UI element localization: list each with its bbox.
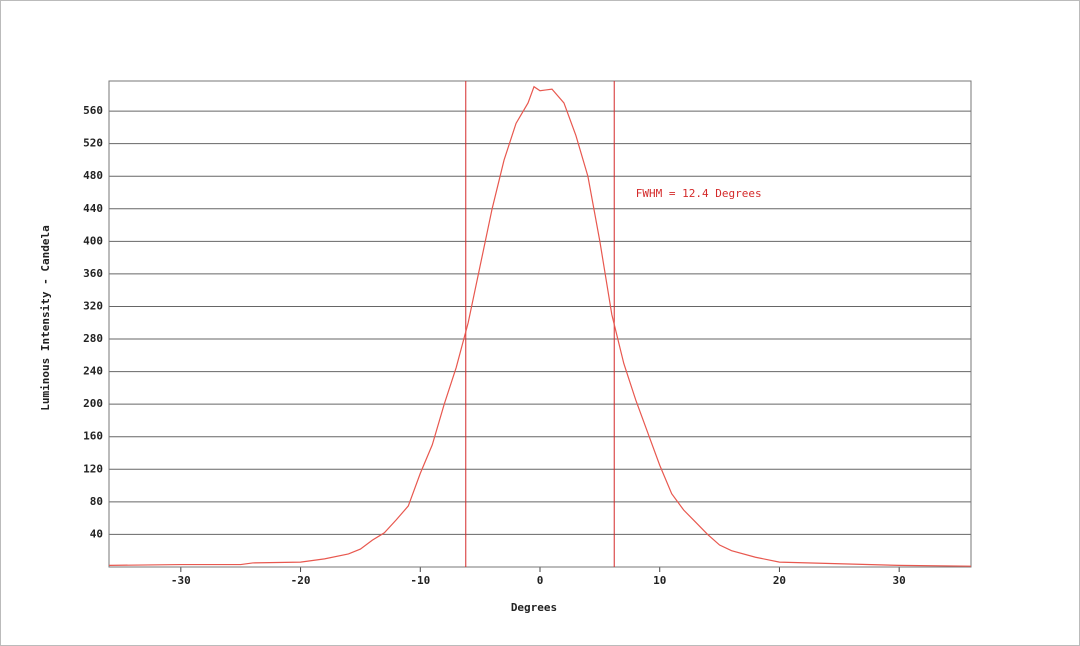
- y-tick-label: 80: [90, 495, 103, 508]
- y-tick-label: 200: [83, 397, 103, 410]
- x-tick-label: 10: [653, 574, 666, 587]
- x-tick-label: 0: [537, 574, 544, 587]
- x-tick-label: 20: [773, 574, 786, 587]
- intensity-curve: [108, 85, 972, 567]
- x-tick-label: -20: [291, 574, 311, 587]
- x-tick-label: -10: [410, 574, 430, 587]
- y-tick-label: 360: [83, 267, 103, 280]
- y-tick-label: 560: [83, 104, 103, 117]
- y-tick-label: 320: [83, 299, 103, 312]
- y-tick-label: 520: [83, 137, 103, 150]
- x-axis-label: Degrees: [511, 601, 557, 614]
- y-tick-label: 440: [83, 202, 103, 215]
- y-tick-label: 280: [83, 332, 103, 345]
- y-tick-label: 480: [83, 169, 103, 182]
- plot-frame: [108, 80, 972, 568]
- x-tick-label: -30: [171, 574, 191, 587]
- y-tick-label: 240: [83, 365, 103, 378]
- y-tick-label: 120: [83, 462, 103, 475]
- x-tick-label: 30: [893, 574, 906, 587]
- y-tick-label: 40: [90, 527, 103, 540]
- y-tick-label: 400: [83, 234, 103, 247]
- annotation: FWHM = 12.4 Degrees: [636, 187, 762, 200]
- y-axis-label: Luminous Intensity - Candela: [39, 225, 52, 410]
- y-tick-label: 160: [83, 430, 103, 443]
